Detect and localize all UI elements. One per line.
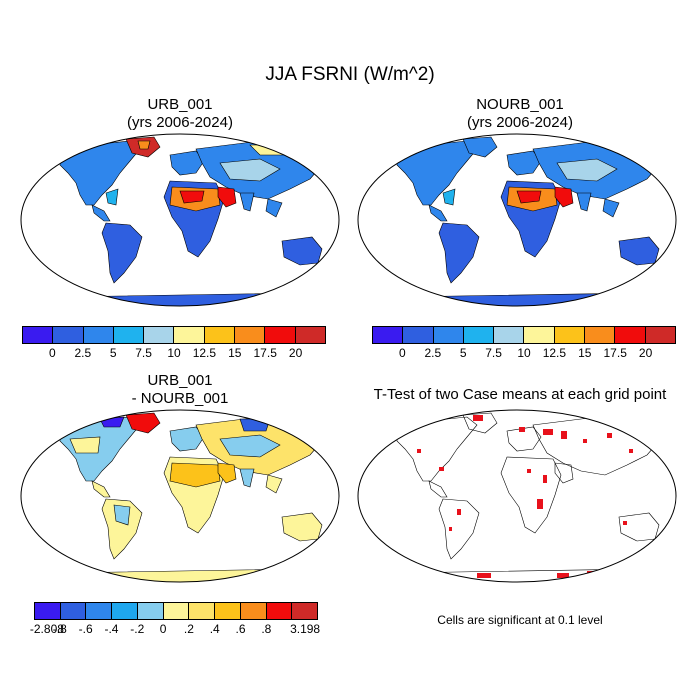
panel-title-line1: T-Test of two Case means at each grid po… — [373, 386, 667, 403]
colorbar-tick-label: 0 — [159, 622, 167, 636]
colorbar-swatch — [645, 327, 675, 343]
colorbar-tick-label: -.6 — [78, 622, 93, 636]
panel-title-line1: NOURB_001 — [476, 96, 564, 113]
colorbar-tick-label: 15 — [578, 346, 592, 360]
significance-note: Cells are significant at 0.1 level — [437, 613, 603, 627]
colorbar-swatch — [189, 603, 216, 619]
colorbar-nourb-labels: 0 2.5 5 7.5 10 12.5 15 17.5 20 — [372, 346, 676, 362]
colorbar-swatch — [112, 603, 138, 619]
colorbar-swatch — [463, 327, 495, 343]
map-urb — [20, 133, 340, 307]
colorbar-swatch — [86, 603, 113, 619]
colorbar-swatch — [137, 603, 164, 619]
colorbar-swatch — [83, 327, 114, 343]
colorbar-swatch — [292, 603, 318, 619]
colorbar-swatch — [174, 327, 205, 343]
colorbar-swatch — [163, 603, 190, 619]
colorbar-swatch — [240, 603, 267, 619]
colorbar-tick-label: 10 — [517, 346, 531, 360]
colorbar-swatch — [403, 327, 434, 343]
colorbar-swatch — [144, 327, 175, 343]
colorbar-swatch — [204, 327, 236, 343]
colorbar-tick-label: 0 — [399, 346, 406, 360]
colorbar-swatch — [524, 327, 555, 343]
map-nourb — [357, 133, 677, 307]
colorbar-tick-label: 5 — [459, 346, 467, 360]
colorbar-tick-label: 2.5 — [74, 346, 92, 360]
colorbar-swatch — [235, 327, 266, 343]
colorbar-tick-label: .8 — [261, 622, 272, 636]
colorbar-swatch — [554, 327, 586, 343]
colorbar-swatch — [60, 603, 87, 619]
panel-title-line2: - NOURB_001 — [131, 390, 229, 407]
panel-title-urb: URB_001 (yrs 2006-2024) — [15, 96, 345, 132]
colorbar-tick-label: -2.808 — [29, 622, 64, 636]
colorbar-swatch — [494, 327, 525, 343]
colorbar-urb — [22, 326, 326, 344]
colorbar-tick-label: 2.5 — [424, 346, 442, 360]
colorbar-urb-labels: 0 2.5 5 7.5 10 12.5 15 17.5 20 — [22, 346, 326, 362]
colorbar-tick-label: 0 — [49, 346, 56, 360]
colorbar-tick-label: 17.5 — [253, 346, 277, 360]
colorbar-swatch — [373, 327, 404, 343]
panel-title-line1: URB_001 — [147, 96, 213, 113]
colorbar-difference-labels: -2.808 -.8 -.6 -.4 -.2 0 .2 .4 .6 .8 3.198 — [30, 622, 321, 638]
colorbar-swatch — [265, 327, 296, 343]
map-difference — [20, 409, 340, 583]
colorbar-swatch — [53, 327, 84, 343]
colorbar-tick-label: 12.5 — [542, 346, 567, 360]
map-ttest — [357, 409, 677, 583]
colorbar-tick-label: -.8 — [52, 622, 67, 636]
colorbar-tick-label: .2 — [183, 622, 194, 636]
figure-title: JJA FSRNI (W/m^2) — [265, 64, 435, 85]
panel-title-line2: (yrs 2006-2024) — [467, 114, 573, 131]
colorbar-tick-label: 10 — [167, 346, 181, 360]
colorbar-swatch — [23, 327, 54, 343]
colorbar-difference — [34, 602, 318, 620]
colorbar-tick-label: .6 — [235, 622, 246, 636]
panel-title-ttest: T-Test of two Case means at each grid po… — [355, 386, 685, 404]
panel-title-nourb: NOURB_001 (yrs 2006-2024) — [355, 96, 685, 132]
colorbar-tick-label: 20 — [638, 346, 653, 360]
colorbar-tick-label: 7.5 — [485, 346, 502, 360]
panel-title-line1: URB_001 — [147, 372, 213, 389]
colorbar-swatch — [585, 327, 616, 343]
colorbar-tick-label: 7.5 — [135, 346, 152, 360]
colorbar-tick-label: 12.5 — [192, 346, 217, 360]
colorbar-tick-label: 3.198 — [290, 622, 321, 636]
colorbar-tick-label: 20 — [288, 346, 303, 360]
panel-title-diff: URB_001 - NOURB_001 — [15, 372, 345, 408]
colorbar-tick-label: 5 — [109, 346, 117, 360]
colorbar-tick-label: 17.5 — [603, 346, 627, 360]
colorbar-swatch — [433, 327, 464, 343]
colorbar-swatch — [295, 327, 325, 343]
colorbar-swatch — [215, 603, 241, 619]
colorbar-swatch — [35, 603, 61, 619]
colorbar-swatch — [615, 327, 646, 343]
colorbar-swatch — [113, 327, 145, 343]
colorbar-tick-label: .4 — [209, 622, 220, 636]
panel-title-line2: (yrs 2006-2024) — [127, 114, 233, 131]
colorbar-tick-label: 15 — [228, 346, 242, 360]
colorbar-nourb — [372, 326, 676, 344]
colorbar-tick-label: -.2 — [130, 622, 145, 636]
colorbar-tick-label: -.4 — [104, 622, 119, 636]
colorbar-swatch — [266, 603, 293, 619]
